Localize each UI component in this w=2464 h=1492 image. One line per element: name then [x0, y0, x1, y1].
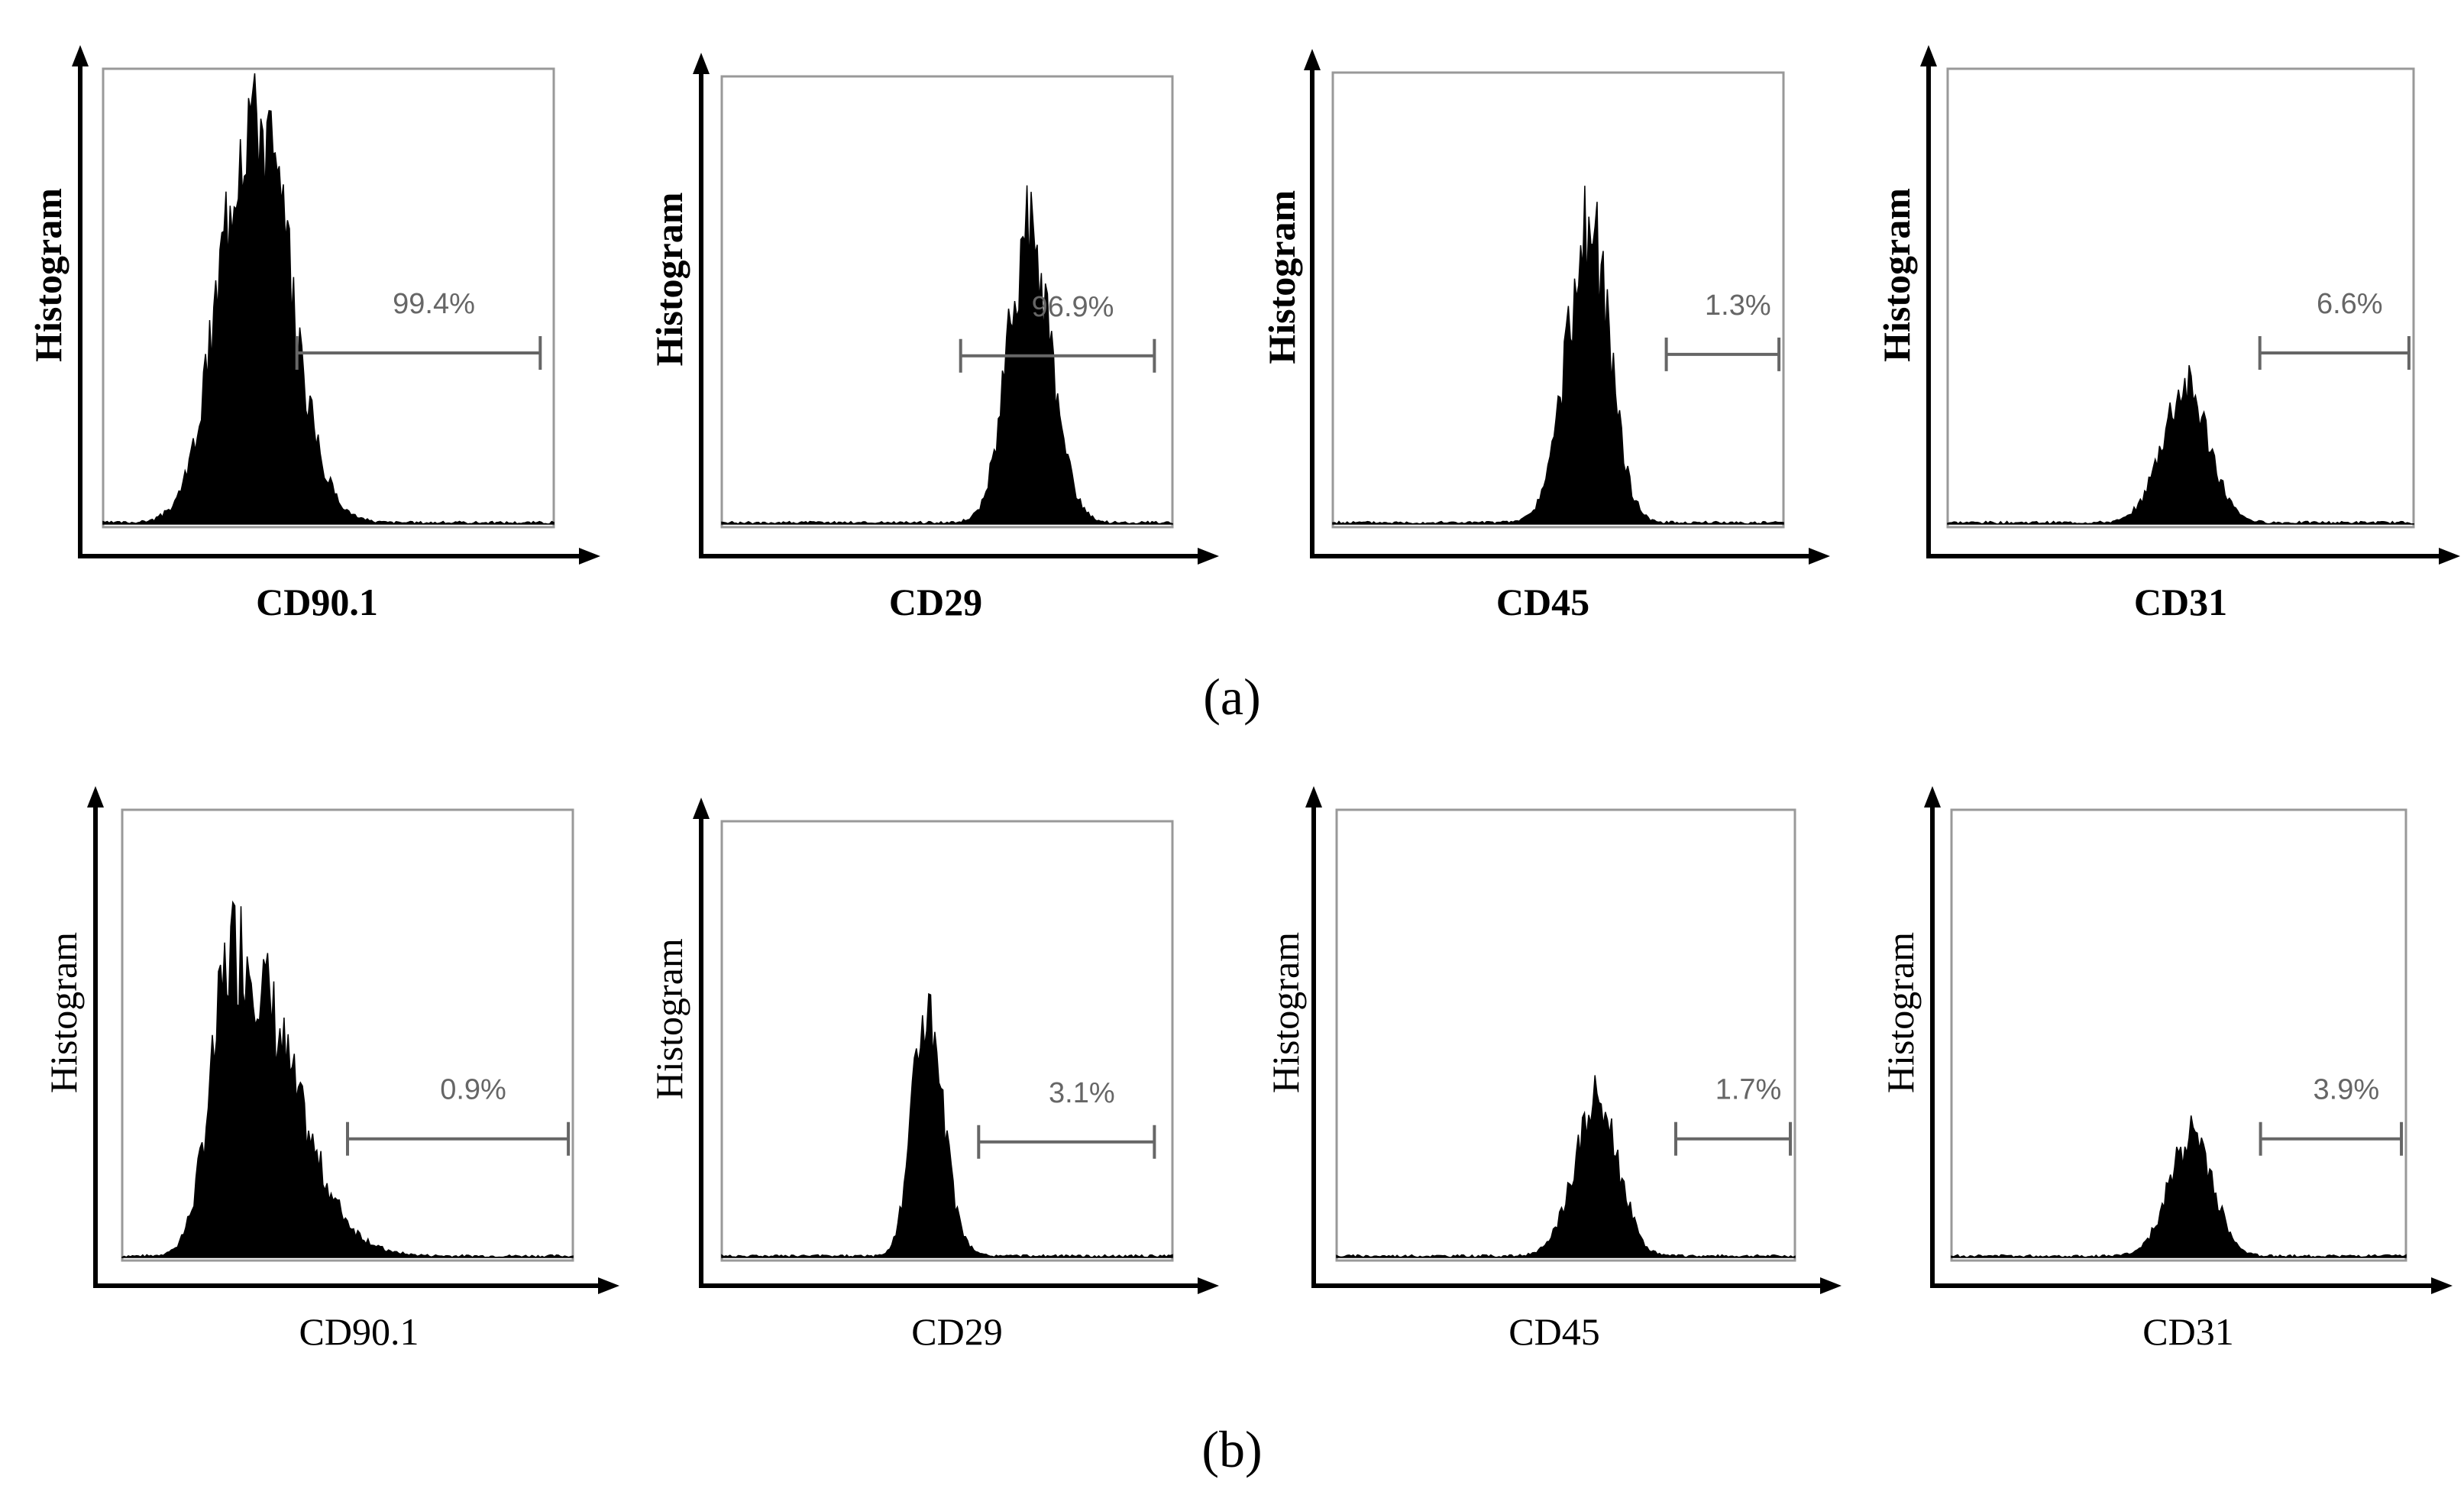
- x-axis-label: CD29: [911, 1310, 1002, 1353]
- y-axis-label: Histogram: [42, 932, 85, 1093]
- histogram-distribution: [721, 185, 1173, 525]
- x-axis-arrow: [598, 1277, 619, 1294]
- histogram-distribution: [1951, 1115, 2407, 1258]
- gate-percentage-label: 3.9%: [2314, 1074, 2380, 1106]
- x-axis-arrow: [2431, 1277, 2453, 1294]
- x-axis-arrow: [579, 548, 600, 565]
- gate-percentage-label: 96.9%: [1032, 291, 1114, 323]
- gate-percentage-label: 6.6%: [2317, 288, 2383, 320]
- plot-frame: [1946, 67, 2415, 529]
- plot-frame: [720, 75, 1174, 529]
- x-axis-arrow: [1198, 548, 1219, 565]
- histogram-distribution: [121, 900, 574, 1258]
- histogram-panel-a-cd31: 6.6% CD31 Histogram: [1875, 45, 2460, 623]
- x-axis-label: CD90.1: [256, 581, 378, 623]
- y-axis-arrow: [72, 45, 89, 66]
- y-axis-arrow: [1305, 786, 1322, 807]
- y-axis-arrow: [693, 53, 710, 74]
- gate-percentage-label: 3.1%: [1049, 1077, 1115, 1109]
- plot-frame: [102, 67, 555, 529]
- x-axis-label: CD90.1: [299, 1310, 419, 1353]
- x-axis-label: CD45: [1496, 581, 1589, 623]
- y-axis-label: Histogram: [1260, 190, 1303, 364]
- x-axis-label: CD29: [889, 581, 982, 623]
- plot-frame: [720, 820, 1174, 1262]
- plot-frame: [1331, 71, 1785, 529]
- histogram-panel-a-cd45: 1.3% CD45 Histogram: [1260, 49, 1830, 623]
- histogram-panel-a-cd29: 96.9% CD29 Histogram: [648, 53, 1219, 623]
- histogram-panel-b-cd45: 1.7% CD45 Histogram: [1264, 786, 1842, 1353]
- plot-frame: [1335, 808, 1796, 1262]
- histogram-distribution: [1332, 186, 1784, 525]
- plot-frame: [121, 808, 574, 1262]
- gate-percentage-label: 1.3%: [1705, 290, 1771, 322]
- histogram-distribution: [1336, 1075, 1796, 1258]
- x-axis-label: CD31: [2142, 1310, 2233, 1353]
- gate-percentage-label: 0.9%: [440, 1074, 506, 1106]
- y-axis-arrow: [1924, 786, 1941, 807]
- panel-label-b: (b): [1201, 1420, 1262, 1478]
- x-axis-arrow: [1198, 1277, 1219, 1294]
- histogram-panel-b-cd29: 3.1% CD29 Histogram: [648, 798, 1219, 1353]
- histogram-panel-b-cd901: 0.9% CD90.1 Histogram: [42, 786, 619, 1353]
- histogram-distribution: [102, 73, 555, 525]
- plot-frame: [1950, 808, 2407, 1262]
- x-axis-label: CD31: [2134, 581, 2227, 623]
- y-axis-label: Histogram: [1875, 188, 1918, 362]
- panel-label-a: (a): [1203, 668, 1260, 726]
- gate-percentage-label: 1.7%: [1715, 1074, 1782, 1106]
- y-axis-label: Histogram: [1264, 932, 1307, 1093]
- y-axis-arrow: [1304, 49, 1321, 70]
- y-axis-arrow: [693, 798, 710, 819]
- x-axis-arrow: [1809, 548, 1830, 565]
- histogram-panel-b-cd31: 3.9% CD31 Histogram: [1879, 786, 2453, 1353]
- y-axis-label: Histogram: [27, 188, 70, 362]
- histogram-distribution: [721, 992, 1173, 1259]
- x-axis-arrow: [1820, 1277, 1842, 1294]
- gate-percentage-label: 99.4%: [393, 288, 475, 320]
- y-axis-label: Histogram: [1879, 932, 1922, 1093]
- y-axis-label: Histogram: [648, 193, 690, 367]
- y-axis-label: Histogram: [648, 938, 690, 1099]
- histogram-distribution: [1947, 364, 2414, 526]
- histogram-panel-a-cd901: 99.4% CD90.1 Histogram: [27, 45, 600, 623]
- y-axis-arrow: [1920, 45, 1937, 66]
- x-axis-label: CD45: [1508, 1310, 1599, 1353]
- x-axis-arrow: [2439, 548, 2460, 565]
- y-axis-arrow: [87, 786, 104, 807]
